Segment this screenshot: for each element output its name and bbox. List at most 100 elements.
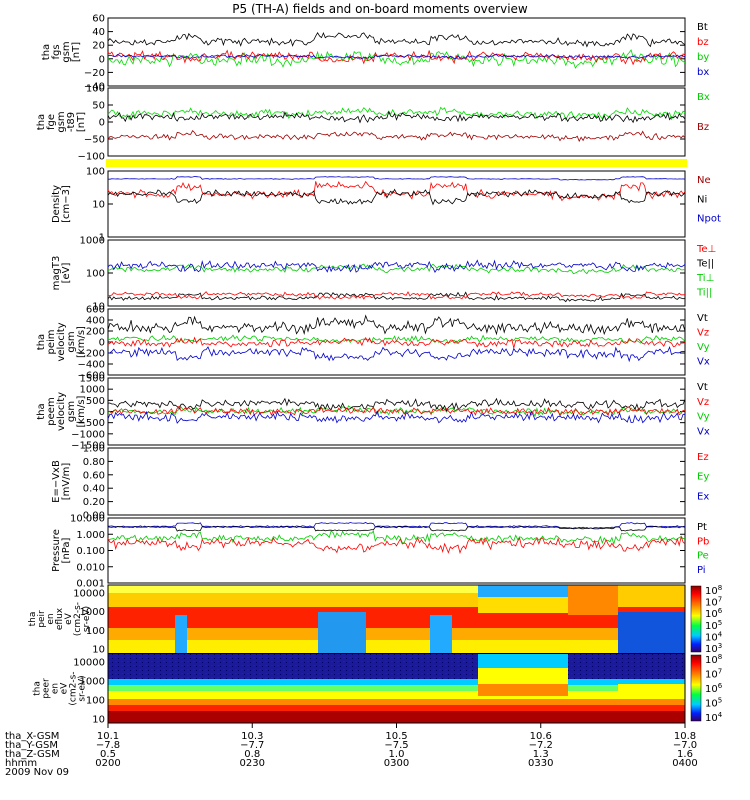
y-axis-label: [eV] <box>61 263 72 284</box>
legend-entry: Te|| <box>696 259 714 270</box>
y-axis-label: gsm <box>66 401 77 422</box>
y-tick-label: 10000 <box>73 589 105 600</box>
series-line <box>107 314 686 336</box>
y-tick-label: 1.000 <box>76 530 105 541</box>
y-axis-label: [nT] <box>71 42 82 62</box>
y-tick-label: 1500 <box>80 374 105 385</box>
y-axis-label: Pressure <box>51 529 62 572</box>
y-tick-label: −600 <box>78 371 105 382</box>
ephemeris-row-label: tha_Z-GSM <box>5 749 60 760</box>
y-axis-label: (cm2-s- <box>69 671 79 705</box>
colorbar-tick-label: 107 <box>705 668 722 681</box>
y-axis-label: [cm−3] <box>61 185 72 223</box>
ion-spectrogram <box>108 585 685 653</box>
ephemeris-value: 0.5 <box>100 749 116 760</box>
electron-spectrogram <box>108 654 685 723</box>
y-axis-label: en <box>51 683 61 694</box>
y-tick-label: 100 <box>86 84 105 95</box>
legend-entry: Ez <box>697 452 709 463</box>
legend-entry: by <box>697 52 709 63</box>
ephemeris-row-label: tha_Y-GSM <box>5 740 58 751</box>
ephemeris-value: 10.5 <box>385 731 407 742</box>
y-tick-label: 0.80 <box>83 457 105 468</box>
ephemeris-value: −7.7 <box>240 740 264 751</box>
y-axis-label: velocity <box>56 392 67 431</box>
y-axis-label: [km/s] <box>76 395 87 427</box>
series-line <box>107 31 686 48</box>
colorbar-electron <box>690 654 702 722</box>
ephemeris-value: 10.6 <box>530 731 552 742</box>
ephemeris-value: 0400 <box>672 758 697 769</box>
y-axis-label: E=−VxB <box>51 460 62 503</box>
y-tick-label: 60 <box>92 14 105 25</box>
panel-1: 60 40 20 0 −20 −40 tha fgs gsm [nT] Bt bz by bx <box>41 14 709 93</box>
quality-flag-bar <box>106 159 687 167</box>
y-tick-label: 10 <box>92 200 105 211</box>
legend-entry: Vy <box>697 342 710 353</box>
legend-entry: Vz <box>697 328 709 339</box>
panel-frame <box>107 17 686 87</box>
y-axis-label: en <box>46 613 56 624</box>
y-tick-label: −40 <box>84 82 105 93</box>
y-tick-label: 10.000 <box>70 514 105 525</box>
legend-entry: Bz <box>697 122 709 133</box>
figure-title: P5 (TH-A) fields and on-board moments ov… <box>232 2 528 16</box>
ephemeris-value: 0300 <box>384 758 409 769</box>
legend-entry: Vy <box>697 412 710 423</box>
panel-4: 1000 100 10 magT3 [eV] Te⊥ Te|| Ti⊥ Ti|| <box>51 236 716 313</box>
y-tick-label: 0.20 <box>83 497 105 508</box>
legend-entry: Bt <box>697 22 708 33</box>
ephemeris-value: −7.0 <box>673 740 697 751</box>
series-line <box>107 49 686 66</box>
legend-entry: Pi <box>697 565 706 576</box>
y-tick-label: 20 <box>92 41 105 52</box>
ephemeris-row-label: hhmm <box>5 758 37 769</box>
y-tick-label: 0.001 <box>76 579 105 590</box>
series-line <box>107 397 686 412</box>
series-line <box>107 263 686 275</box>
series-line <box>107 535 686 554</box>
y-tick-label: 100 <box>86 696 105 707</box>
panel-frame <box>107 87 686 157</box>
ephemeris-value: −7.8 <box>96 740 120 751</box>
y-tick-label: 10 <box>92 715 105 726</box>
y-axis-label: [km/s] <box>76 326 87 358</box>
panel-3: 100 10 1 Density [cm−3] Ne Ni Npot <box>51 167 721 244</box>
y-tick-label: 0.60 <box>83 470 105 481</box>
panel-frame <box>107 170 686 238</box>
y-axis-label: magT3 <box>51 256 62 291</box>
legend-entry: Pe <box>697 551 709 562</box>
series-line <box>107 291 686 303</box>
y-tick-label: 0.100 <box>76 546 105 557</box>
y-tick-label: −500 <box>78 418 105 429</box>
series-line <box>107 525 686 532</box>
series-line <box>107 259 686 274</box>
ephemeris-value: 0330 <box>528 758 553 769</box>
legend-entry: Pt <box>697 522 707 533</box>
y-axis-label: tha <box>36 114 47 130</box>
y-tick-label: 1 <box>99 233 105 244</box>
legend-entry: Pb <box>697 536 709 547</box>
y-tick-label: 10 <box>92 302 105 313</box>
y-tick-label: 400 <box>86 316 105 327</box>
panel-frame <box>107 447 686 516</box>
ephemeris-value: 0.8 <box>244 749 260 760</box>
series-line <box>108 291 685 300</box>
y-axis-label: peir <box>37 610 47 628</box>
legend-entry: Vt <box>697 313 708 324</box>
series-line <box>107 49 686 69</box>
y-axis-label: eV <box>64 612 74 625</box>
legend-entry: Ex <box>697 491 709 502</box>
legend-entry: Ey <box>697 472 709 483</box>
y-tick-label: −1000 <box>71 429 105 440</box>
y-axis-label: tha <box>36 403 47 419</box>
panel-8: 10.000 1.000 0.100 0.010 0.001 Pressure [nPa] P… <box>51 514 709 590</box>
y-tick-label: −1500 <box>71 441 105 452</box>
colorbar-tick-label: 105 <box>705 697 722 710</box>
series-line <box>107 110 686 124</box>
series-line <box>107 54 686 60</box>
y-tick-label: −50 <box>84 135 105 146</box>
